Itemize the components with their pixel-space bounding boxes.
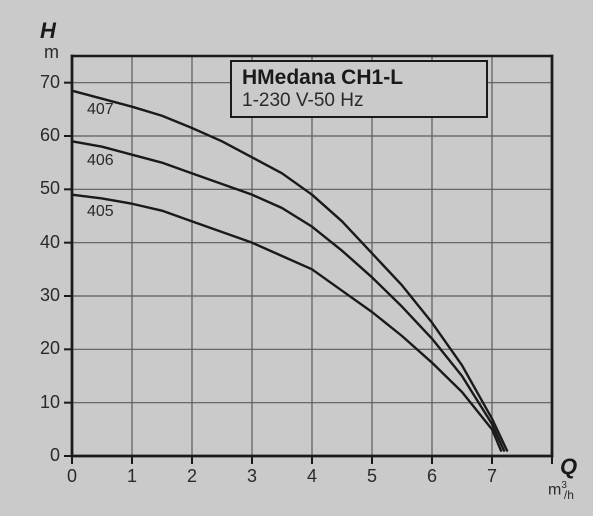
x-tick-5: 5 bbox=[367, 466, 377, 487]
chart-title-main: HMedana CH1-L bbox=[242, 66, 476, 90]
x-tick-7: 7 bbox=[487, 466, 497, 487]
y-tick-60: 60 bbox=[16, 125, 60, 146]
curve-label-406: 406 bbox=[87, 152, 114, 170]
pump-curve-chart: H m Q m3/h HMedana CH1-L 1-230 V-50 Hz 0… bbox=[0, 0, 593, 516]
x-axis-label: Q bbox=[560, 454, 577, 480]
y-tick-20: 20 bbox=[16, 338, 60, 359]
y-axis-label: H bbox=[40, 18, 56, 44]
chart-title-box: HMedana CH1-L 1-230 V-50 Hz bbox=[230, 60, 488, 118]
x-tick-4: 4 bbox=[307, 466, 317, 487]
x-tick-1: 1 bbox=[127, 466, 137, 487]
y-tick-50: 50 bbox=[16, 178, 60, 199]
y-tick-0: 0 bbox=[16, 445, 60, 466]
x-tick-6: 6 bbox=[427, 466, 437, 487]
x-axis-unit: m3/h bbox=[548, 480, 577, 502]
curve-label-405: 405 bbox=[87, 203, 114, 221]
y-tick-30: 30 bbox=[16, 285, 60, 306]
y-axis-unit: m bbox=[44, 42, 59, 63]
x-unit-m: m bbox=[548, 481, 561, 498]
curve-407 bbox=[72, 91, 507, 451]
y-tick-40: 40 bbox=[16, 232, 60, 253]
x-tick-2: 2 bbox=[187, 466, 197, 487]
x-unit-sub: /h bbox=[564, 488, 574, 502]
curve-label-407: 407 bbox=[87, 101, 114, 119]
curve-405 bbox=[72, 195, 501, 451]
x-tick-3: 3 bbox=[247, 466, 257, 487]
y-tick-10: 10 bbox=[16, 392, 60, 413]
chart-title-sub: 1-230 V-50 Hz bbox=[242, 90, 476, 112]
x-tick-0: 0 bbox=[67, 466, 77, 487]
y-tick-70: 70 bbox=[16, 72, 60, 93]
